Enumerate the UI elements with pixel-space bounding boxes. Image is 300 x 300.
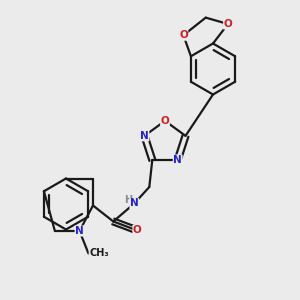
Text: N: N [130, 199, 139, 208]
Text: O: O [133, 226, 142, 236]
Text: N: N [75, 226, 84, 236]
Text: O: O [224, 19, 232, 29]
Text: N: N [173, 155, 182, 165]
Text: N: N [140, 131, 149, 141]
Text: CH₃: CH₃ [89, 248, 109, 259]
Text: O: O [179, 30, 188, 40]
Text: H: H [124, 196, 132, 206]
Text: O: O [160, 116, 169, 126]
